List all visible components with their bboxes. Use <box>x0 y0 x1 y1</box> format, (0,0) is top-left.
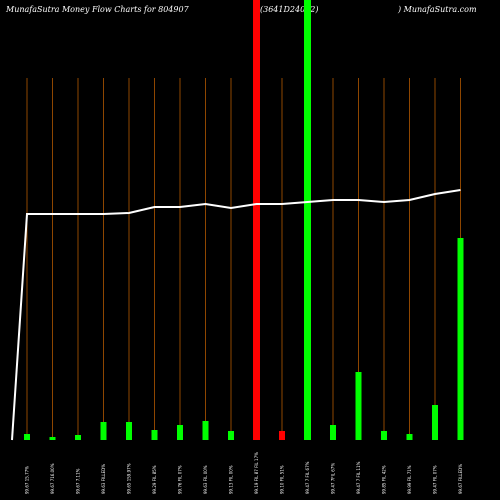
x-tick-label-17: 99.67 FILLED% <box>458 464 463 494</box>
bar-10 <box>279 431 285 440</box>
x-tick-label-5: 99.29 FIL 85% <box>152 465 157 494</box>
bar-5 <box>151 430 158 440</box>
bar-1 <box>49 437 56 440</box>
x-tick-label-0: 99.67 15.77% <box>25 466 30 494</box>
bar-16 <box>432 405 438 440</box>
bar-17 <box>457 238 464 440</box>
x-tick-label-4: 99.65 159.97% <box>127 463 132 494</box>
x-tick-label-16: 99.47 FIL 07% <box>433 465 438 494</box>
tick-label-layer: 99.67 15.77% 99.67 716.00% 99.67 7.11% 99.6… <box>25 452 464 494</box>
x-tick-label-3: 99.63 FILLED% <box>101 464 106 494</box>
bar-8 <box>228 431 234 440</box>
x-tick-label-6: 99.76 FIL 07% <box>178 465 183 494</box>
bar-4 <box>126 422 132 440</box>
x-tick-label-1: 99.67 716.00% <box>50 463 55 494</box>
x-tick-label-7: 99.63 FIL 00% <box>203 465 208 494</box>
bar-15 <box>406 434 413 440</box>
bar-2 <box>75 435 81 440</box>
bar-0 <box>24 434 30 440</box>
bar-12 <box>330 425 336 440</box>
chart-title-left: MunafaSutra Money Flow Charts for 804907 <box>5 5 190 14</box>
x-tick-label-10: 99.10 FIL 51% <box>280 465 285 494</box>
bar-layer <box>24 0 464 440</box>
x-tick-label-8: 99.13 FIL 00% <box>229 465 234 494</box>
line-layer <box>11 189 461 441</box>
x-tick-label-13: 99.47 7 FIL 11% <box>356 461 361 494</box>
x-tick-label-12: 99.47 7FIL 67% <box>331 463 336 494</box>
bar-6 <box>177 425 183 440</box>
bar-11 <box>304 0 311 440</box>
money-flow-line <box>11 189 461 441</box>
x-tick-label-9: 99.19 FIL 87 FIL 17% <box>254 452 259 494</box>
x-tick-label-14: 99.85 FIL 42% <box>382 465 387 494</box>
bar-9 <box>253 0 260 440</box>
grid-layer <box>26 78 461 440</box>
chart-title-right: ) MunafaSutra.com <box>397 5 477 14</box>
bar-13 <box>355 372 362 440</box>
bar-3 <box>100 422 107 440</box>
x-tick-label-11: 99.47 7 FIL 67% <box>305 461 310 494</box>
bar-14 <box>381 431 387 440</box>
x-tick-label-2: 99.67 7.11% <box>76 468 81 494</box>
x-tick-label-15: 99.99 FIL 71% <box>407 465 412 494</box>
chart-title-middle: (3641D24042) <box>260 5 318 14</box>
bar-7 <box>202 421 209 440</box>
